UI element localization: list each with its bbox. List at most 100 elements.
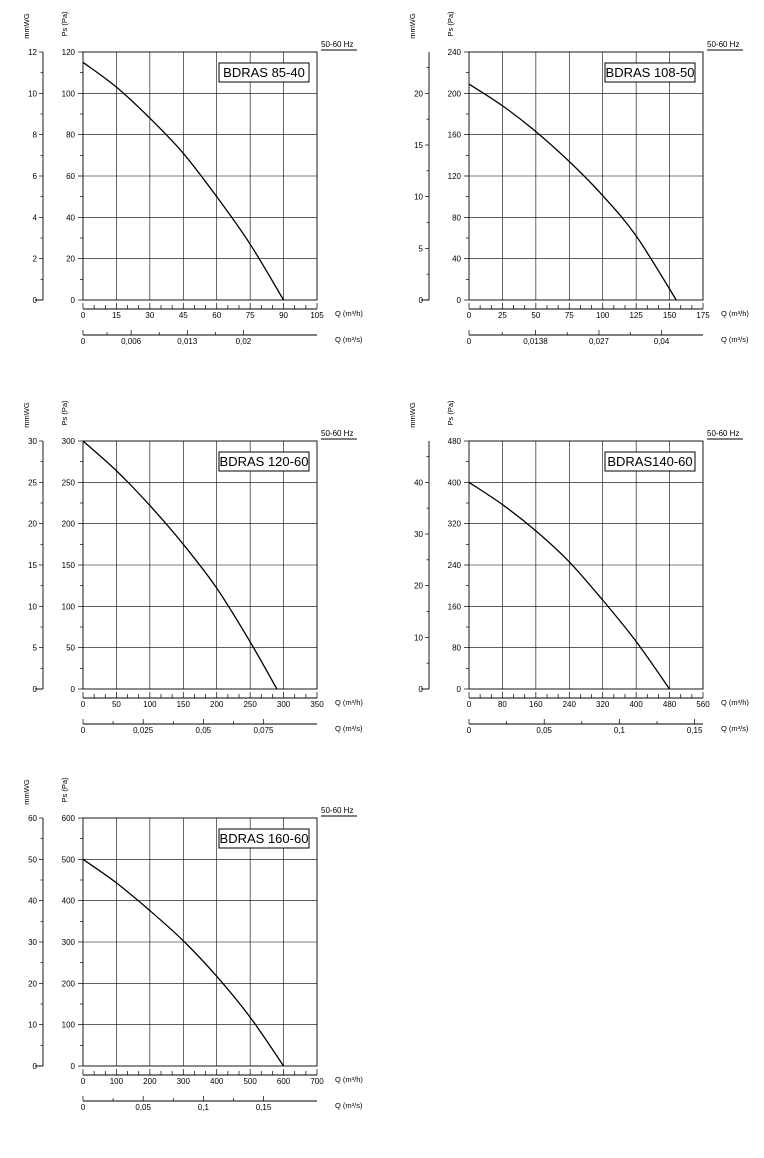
chart-title: BDRAS 108-50 (606, 65, 695, 80)
x2-tick-label: 0,027 (589, 337, 610, 346)
y-tick-label: 400 (448, 478, 462, 487)
y-tick-label: 200 (62, 979, 76, 988)
y-tick-label: 320 (448, 520, 462, 529)
chart-title: BDRAS140-60 (607, 454, 692, 469)
x-primary-label: Q (m³/h) (721, 309, 749, 318)
title-box (218, 451, 310, 472)
y2-tick-label: 5 (419, 244, 424, 253)
frequency-label: 50-60 Hz (321, 806, 353, 815)
x-tick-label: 25 (498, 311, 507, 320)
y-tick-label: 300 (62, 938, 76, 947)
x-tick-label: 240 (563, 700, 577, 709)
x-tick-label: 150 (177, 700, 191, 709)
y-tick-label: 40 (452, 255, 461, 264)
x-tick-label: 100 (596, 311, 610, 320)
chart-title: BDRAS 120-60 (220, 454, 309, 469)
y-secondary-label: mmWG (408, 402, 417, 428)
series-curve-1 (468, 83, 677, 301)
chart-title: BDRAS 85-40 (223, 65, 305, 80)
y2-tick-label: 15 (414, 141, 423, 150)
x-tick-label: 700 (310, 1077, 324, 1086)
title-box (218, 828, 310, 849)
y2-tick-label: 50 (28, 855, 37, 864)
x-tick-label: 200 (143, 1077, 157, 1086)
x-tick-label: 0 (81, 311, 86, 320)
x-tick-label: 30 (145, 311, 154, 320)
y2-tick-label: 4 (33, 213, 38, 222)
y2-tick-label: 40 (414, 478, 423, 487)
y-secondary-label: mmWG (22, 402, 31, 428)
y-tick-label: 160 (448, 131, 462, 140)
x-tick-label: 0 (81, 700, 86, 709)
x-primary-label: Q (m³/h) (335, 1075, 363, 1084)
y2-tick-label: 12 (28, 48, 37, 57)
x-tick-label: 300 (177, 1077, 191, 1086)
y2-tick-label: 0 (33, 296, 38, 305)
chart-title: BDRAS 160-60 (220, 831, 309, 846)
x-tick-label: 300 (277, 700, 291, 709)
x2-tick-label: 0,013 (177, 337, 198, 346)
frequency-label: 50-60 Hz (707, 40, 739, 49)
x-tick-label: 75 (246, 311, 255, 320)
x2-tick-label: 0 (81, 1103, 86, 1112)
x-tick-label: 105 (310, 311, 324, 320)
y-tick-label: 0 (71, 296, 76, 305)
chart-panel-4: 50-60 HzBDRAS140-60080160240320400480Ps … (408, 400, 749, 735)
x2-tick-label: 0,1 (198, 1103, 210, 1112)
x-tick-label: 50 (112, 700, 121, 709)
x-tick-label: 60 (212, 311, 221, 320)
x-tick-label: 560 (696, 700, 710, 709)
x-secondary-label: Q (m³/s) (335, 724, 363, 733)
y-tick-label: 20 (66, 255, 75, 264)
y2-tick-label: 20 (28, 979, 37, 988)
y-tick-label: 100 (62, 89, 76, 98)
y2-tick-label: 2 (33, 255, 38, 264)
x2-tick-label: 0 (81, 337, 86, 346)
y-tick-label: 100 (62, 602, 76, 611)
y2-tick-label: 10 (28, 602, 37, 611)
y-tick-label: 50 (66, 644, 75, 653)
y-tick-label: 40 (66, 213, 75, 222)
x2-tick-label: 0,15 (687, 726, 703, 735)
x2-tick-label: 0,05 (536, 726, 552, 735)
y-tick-label: 0 (457, 685, 462, 694)
y-tick-label: 80 (452, 213, 461, 222)
x2-tick-label: 0,025 (133, 726, 154, 735)
y-tick-label: 480 (448, 437, 462, 446)
x2-tick-label: 0,04 (654, 337, 670, 346)
x-tick-label: 0 (81, 1077, 86, 1086)
y2-tick-label: 30 (28, 437, 37, 446)
y2-tick-label: 20 (28, 520, 37, 529)
y2-tick-label: 8 (33, 131, 38, 140)
x2-tick-label: 0 (467, 726, 472, 735)
y-tick-label: 0 (457, 296, 462, 305)
y-tick-label: 0 (71, 1062, 76, 1071)
x2-tick-label: 0,0138 (523, 337, 548, 346)
x-tick-label: 50 (531, 311, 540, 320)
x-primary-label: Q (m³/h) (335, 309, 363, 318)
y-tick-label: 150 (62, 561, 76, 570)
series-curve-1 (468, 481, 671, 690)
y-tick-label: 160 (448, 602, 462, 611)
x2-tick-label: 0,15 (256, 1103, 272, 1112)
frequency-label: 50-60 Hz (321, 40, 353, 49)
x-tick-label: 200 (210, 700, 224, 709)
x-secondary-label: Q (m³/s) (721, 335, 749, 344)
y2-tick-label: 5 (33, 644, 38, 653)
x-tick-label: 100 (143, 700, 157, 709)
y-tick-label: 300 (62, 437, 76, 446)
y-tick-label: 240 (448, 561, 462, 570)
y-tick-label: 120 (62, 48, 76, 57)
x-tick-label: 480 (663, 700, 677, 709)
frequency-label: 50-60 Hz (707, 429, 739, 438)
y-tick-label: 0 (71, 685, 76, 694)
x-tick-label: 0 (467, 311, 472, 320)
y-primary-label: Ps (Pa) (446, 400, 455, 426)
y2-tick-label: 10 (28, 89, 37, 98)
x-tick-label: 75 (565, 311, 574, 320)
y2-tick-label: 30 (414, 530, 423, 539)
x2-tick-label: 0 (81, 726, 86, 735)
